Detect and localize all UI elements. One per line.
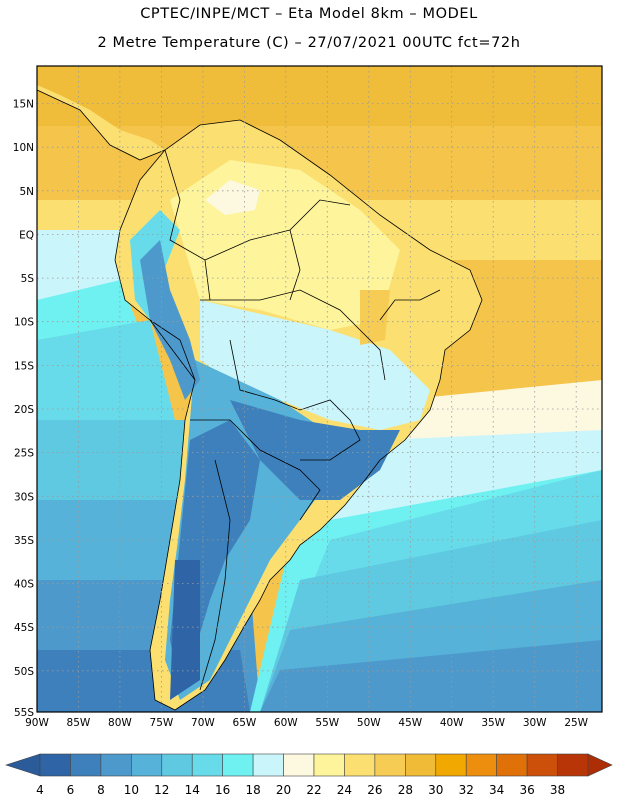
colorbar-low-arrow bbox=[5, 753, 41, 777]
lat-tick-label: 5S bbox=[21, 273, 35, 285]
colorbar-label: 18 bbox=[245, 783, 260, 797]
colorbar-label: 26 bbox=[367, 783, 382, 797]
lon-tick-label: 30W bbox=[523, 717, 547, 729]
lon-tick-label: 25W bbox=[564, 717, 588, 729]
colorbar-swatch bbox=[313, 753, 345, 777]
colorbar-swatch bbox=[100, 753, 132, 777]
lat-tick-label: 35S bbox=[14, 535, 34, 547]
map-title-line2: 2 Metre Temperature (C) – 27/07/2021 00U… bbox=[97, 35, 521, 51]
lon-tick-label: 55W bbox=[315, 717, 339, 729]
lon-tick-label: 90W bbox=[25, 717, 49, 729]
colorbar-swatch bbox=[374, 753, 406, 777]
colorbar-label: 24 bbox=[337, 783, 352, 797]
colorbar-label: 28 bbox=[398, 783, 413, 797]
map-title-line1: CPTEC/INPE/MCT – Eta Model 8km – MODEL bbox=[140, 6, 478, 22]
lat-tick-label: 15S bbox=[14, 360, 34, 372]
colorbar-label: 36 bbox=[519, 783, 534, 797]
colorbar-label: 22 bbox=[306, 783, 321, 797]
lat-tick-label: 55S bbox=[14, 707, 34, 719]
colorbar-swatch bbox=[252, 753, 284, 777]
lat-tick-label: 10S bbox=[14, 317, 34, 329]
country-borders bbox=[36, 89, 483, 711]
colorbar-swatch bbox=[405, 753, 437, 777]
lon-tick-label: 80W bbox=[108, 717, 132, 729]
colorbar-swatch bbox=[496, 753, 528, 777]
lon-tick-label: 75W bbox=[150, 717, 174, 729]
lat-tick-label: 45S bbox=[14, 622, 34, 634]
lat-tick-label: 5N bbox=[19, 186, 34, 198]
lat-tick-label: 25S bbox=[14, 448, 34, 460]
lon-tick-label: 35W bbox=[481, 717, 505, 729]
colorbar-label: 16 bbox=[215, 783, 230, 797]
lon-tick-label: 50W bbox=[357, 717, 381, 729]
colorbar-label: 34 bbox=[489, 783, 504, 797]
colorbar: 4 6 8 10 12 14 16 18 20 22 24 26 28 30 32 34 36 38 bbox=[5, 753, 613, 797]
lat-tick-label: 40S bbox=[14, 579, 34, 591]
colorbar-label: 6 bbox=[67, 783, 75, 797]
lat-tick-label: 10N bbox=[13, 142, 34, 154]
colorbar-label: 20 bbox=[276, 783, 291, 797]
colorbar-swatch bbox=[222, 753, 254, 777]
lon-tick-label: 85W bbox=[67, 717, 91, 729]
colorbar-label: 10 bbox=[124, 783, 139, 797]
colorbar-label: 30 bbox=[428, 783, 443, 797]
longitude-ticks: 90W 85W 80W 75W 70W 65W 60W 55W 50W 45W … bbox=[25, 717, 589, 729]
temperature-field bbox=[37, 66, 602, 712]
colorbar-swatch bbox=[435, 753, 467, 777]
colorbar-label: 38 bbox=[550, 783, 565, 797]
lat-tick-label: EQ bbox=[19, 229, 34, 241]
colorbar-label: 14 bbox=[185, 783, 200, 797]
colorbar-label: 4 bbox=[36, 783, 44, 797]
lon-tick-label: 70W bbox=[191, 717, 215, 729]
colorbar-swatch bbox=[526, 753, 558, 777]
graticule bbox=[37, 66, 602, 712]
lon-tick-label: 60W bbox=[274, 717, 298, 729]
colorbar-swatch bbox=[70, 753, 102, 777]
colorbar-high-arrow bbox=[587, 753, 613, 777]
lat-tick-label: 15N bbox=[13, 99, 34, 111]
colorbar-swatch bbox=[557, 753, 589, 777]
colorbar-label: 32 bbox=[459, 783, 474, 797]
colorbar-swatch bbox=[191, 753, 223, 777]
colorbar-swatch bbox=[39, 753, 71, 777]
latitude-ticks: 15N 10N 5N EQ 5S 10S 15S 20S 25S 30S 35S… bbox=[13, 99, 35, 720]
lon-tick-label: 40W bbox=[440, 717, 464, 729]
lon-tick-label: 45W bbox=[398, 717, 422, 729]
lat-tick-label: 20S bbox=[14, 404, 34, 416]
colorbar-swatch bbox=[283, 753, 315, 777]
lat-tick-label: 30S bbox=[14, 491, 34, 503]
map-frame bbox=[36, 65, 603, 713]
colorbar-swatch bbox=[465, 753, 497, 777]
colorbar-swatch bbox=[131, 753, 163, 777]
lon-tick-label: 65W bbox=[233, 717, 257, 729]
colorbar-swatch bbox=[344, 753, 376, 777]
lat-tick-label: 50S bbox=[14, 666, 34, 678]
colorbar-label: 8 bbox=[97, 783, 105, 797]
colorbar-label: 12 bbox=[154, 783, 169, 797]
colorbar-swatch bbox=[161, 753, 193, 777]
